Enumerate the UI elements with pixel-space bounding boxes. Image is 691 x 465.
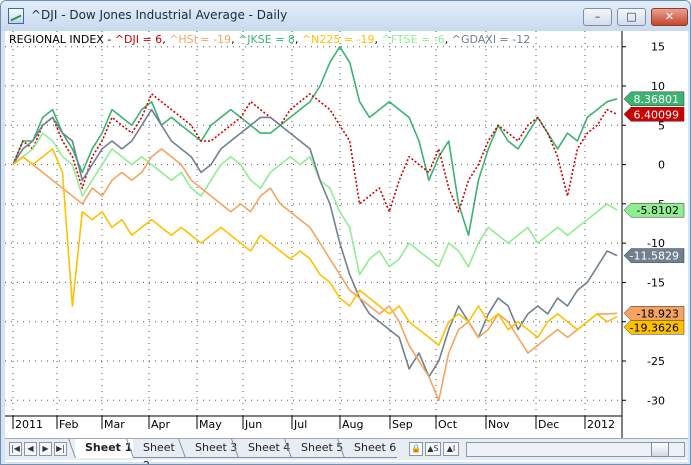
next-sheet-button[interactable]: ▶ <box>39 442 52 456</box>
title-bar[interactable]: ^DJI - Dow Jones Industrial Average - Da… <box>1 1 690 31</box>
legend-separator: , <box>375 33 382 46</box>
series-line-hsi[interactable] <box>12 148 618 402</box>
legend-item: ^DJI = 6 <box>115 33 162 46</box>
chart-icon <box>8 8 24 24</box>
legend-separator: , <box>231 33 238 46</box>
last-value-ftse: -5.8102 <box>623 202 685 218</box>
first-sheet-button[interactable]: |◀ <box>9 442 22 456</box>
minimize-button[interactable]: – <box>583 8 612 26</box>
last-value-marker <box>623 306 685 321</box>
lock-icon[interactable]: 🔒 <box>409 442 423 456</box>
horizontal-scrollbar[interactable] <box>466 442 685 457</box>
chart-legend: REGIONAL INDEX - ^DJI = 6, ^HSI = -19, ^… <box>9 33 530 46</box>
last-value-hsi: -18.923 <box>623 306 685 321</box>
legend-item: ^HSI = -19 <box>169 33 231 46</box>
series-line-jkse[interactable] <box>12 45 618 237</box>
legend-item: ^FTSE = -6 <box>382 33 445 46</box>
legend-separator: , <box>162 33 169 46</box>
tab-sheet-4[interactable]: Sheet 4 <box>238 439 291 458</box>
y-tick-label: -10 <box>647 237 665 250</box>
legend-item: ^JKSE = 8 <box>238 33 295 46</box>
x-tick-label: Dec <box>538 418 559 431</box>
x-tick-label: Jun <box>244 418 262 431</box>
x-tick-label: May <box>199 418 222 431</box>
last-value-label: -19.3626 <box>630 321 679 334</box>
y-tick-label: -25 <box>647 355 665 368</box>
last-value-marker <box>623 202 685 218</box>
x-tick-label: Jul <box>293 418 307 431</box>
last-value-label: -5.8102 <box>637 204 679 217</box>
series-line-ftse[interactable] <box>12 132 618 276</box>
last-value-marker <box>623 91 685 107</box>
x-tick-label: Apr <box>151 418 171 431</box>
x-tick-label: 2012 <box>587 418 615 431</box>
y-tick-label: 10 <box>651 80 665 93</box>
sheet-tab-bar: |◀ ◀ ▶ ▶| Sheet 1 Sheet 2 Sheet 3 Sheet … <box>5 438 688 464</box>
last-value-marker <box>623 107 685 122</box>
sheet-insert-button[interactable]: ▲I <box>443 442 459 456</box>
last-value-label: -11.5829 <box>630 250 679 263</box>
legend-separator: , <box>295 33 302 46</box>
last-value-marker <box>623 320 685 335</box>
series-line-gdaxi[interactable] <box>12 108 618 378</box>
tab-sheet-6[interactable]: Sheet 6 <box>344 439 397 458</box>
x-tick-label: Nov <box>488 418 510 431</box>
last-value-n225: -19.3626 <box>623 320 685 335</box>
x-tick-label: Oct <box>438 418 458 431</box>
legend-item: ^GDAXI = -12 <box>452 33 531 46</box>
last-value-gdaxi: -11.5829 <box>623 248 685 263</box>
series-line-dji[interactable] <box>12 93 618 213</box>
maximize-button[interactable]: □ <box>617 8 646 26</box>
y-tick-label: -30 <box>647 394 665 407</box>
x-tick-label: Feb <box>59 418 78 431</box>
scrollbar-thumb[interactable] <box>651 442 669 457</box>
sheet-sort-button[interactable]: ▲S <box>425 442 441 456</box>
x-tick-label: Aug <box>342 418 363 431</box>
last-value-marker <box>623 248 685 263</box>
y-tick-label: -15 <box>647 276 665 289</box>
window-title: ^DJI - Dow Jones Industrial Average - Da… <box>31 8 288 22</box>
last-value-dji: 6.40099 <box>623 107 685 122</box>
tab-sheet-3[interactable]: Sheet 3 <box>185 439 238 458</box>
x-tick-label: Sep <box>392 418 413 431</box>
y-tick-label: 0 <box>658 159 665 172</box>
tab-sheet-1[interactable]: Sheet 1 <box>75 439 133 458</box>
close-button[interactable]: ✕ <box>651 8 688 26</box>
tab-sheet-2[interactable]: Sheet 2 <box>133 439 185 464</box>
legend-item: ^N225 = -19 <box>302 33 375 46</box>
y-tick-label: 5 <box>658 119 665 132</box>
last-value-jkse: 8.36801 <box>623 91 685 107</box>
x-tick-label: Mar <box>104 418 125 431</box>
last-value-label: -18.923 <box>637 307 679 320</box>
legend-separator: , <box>445 33 452 46</box>
prev-sheet-button[interactable]: ◀ <box>24 442 37 456</box>
legend-prefix: REGIONAL INDEX - <box>9 33 115 46</box>
last-value-label: 8.36801 <box>634 93 680 106</box>
last-sheet-button[interactable]: ▶| <box>54 442 67 456</box>
series-line-n225[interactable] <box>12 148 618 347</box>
y-tick-label: 15 <box>651 41 665 54</box>
last-value-label: 6.40099 <box>634 108 680 121</box>
tab-sheet-5[interactable]: Sheet 5 <box>291 439 344 458</box>
x-tick-label: 2011 <box>15 418 43 431</box>
